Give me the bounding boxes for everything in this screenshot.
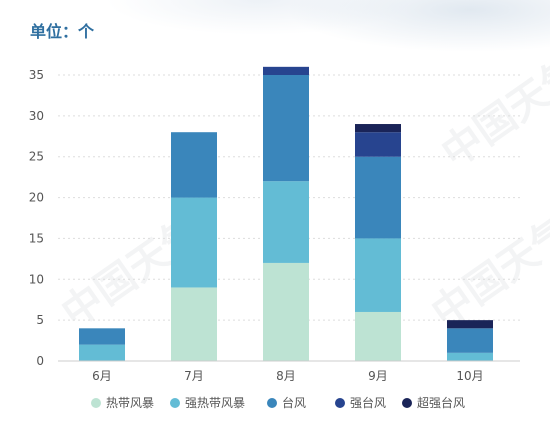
y-tick-label-25: 25: [29, 150, 44, 164]
y-tick-label-5: 5: [36, 313, 44, 327]
legend-label-1: 强热带风暴: [185, 396, 245, 410]
x-tick-label-4: 10月: [456, 369, 483, 383]
x-axis: 6月 7月 8月 9月 10月: [58, 360, 520, 383]
bar-4-series-4: [447, 320, 493, 329]
bar-4-series-2: [447, 328, 493, 353]
y-tick-label-15: 15: [29, 231, 44, 245]
x-tick-label-0: 6月: [92, 369, 112, 383]
bars-layer: [79, 66, 493, 361]
y-tick-label-0: 0: [36, 354, 44, 368]
bar-0-series-1: [79, 344, 125, 361]
legend-marker-4: [402, 398, 412, 408]
legend-label-0: 热带风暴: [106, 396, 154, 410]
y-tick-label-10: 10: [29, 272, 44, 286]
bar-3-series-1: [355, 238, 401, 312]
x-tick-label-1: 7月: [184, 369, 204, 383]
bar-3-series-4: [355, 124, 401, 133]
legend-label-3: 强台风: [350, 395, 386, 410]
bar-2-series-3: [263, 66, 309, 75]
y-tick-label-30: 30: [29, 109, 44, 123]
bar-1-series-2: [171, 132, 217, 198]
legend-marker-1: [170, 398, 180, 408]
bar-0-series-2: [79, 328, 125, 345]
y-tick-label-20: 20: [29, 191, 44, 205]
x-tick-label-3: 9月: [368, 369, 388, 383]
y-axis: 0 5 10 15 20 25 30 35: [29, 68, 44, 368]
bar-3-series-3: [355, 132, 401, 157]
bar-2-series-0: [263, 262, 309, 361]
legend-marker-3: [335, 398, 345, 408]
bar-1-series-0: [171, 287, 217, 361]
bar-1-series-1: [171, 197, 217, 288]
legend: 热带风暴 强热带风暴 台风 强台风 超强台风: [91, 395, 465, 410]
bar-3-series-2: [355, 156, 401, 239]
legend-marker-2: [267, 398, 277, 408]
legend-label-2: 台风: [282, 395, 306, 410]
y-tick-label-35: 35: [29, 68, 44, 82]
unit-label: 单位：个: [30, 22, 95, 41]
bar-2-series-2: [263, 75, 309, 182]
bar-4-series-1: [447, 352, 493, 361]
bar-2-series-1: [263, 181, 309, 263]
legend-marker-0: [91, 398, 101, 408]
x-tick-label-2: 8月: [276, 369, 296, 383]
legend-label-4: 超强台风: [417, 395, 465, 410]
bar-3-series-0: [355, 311, 401, 361]
